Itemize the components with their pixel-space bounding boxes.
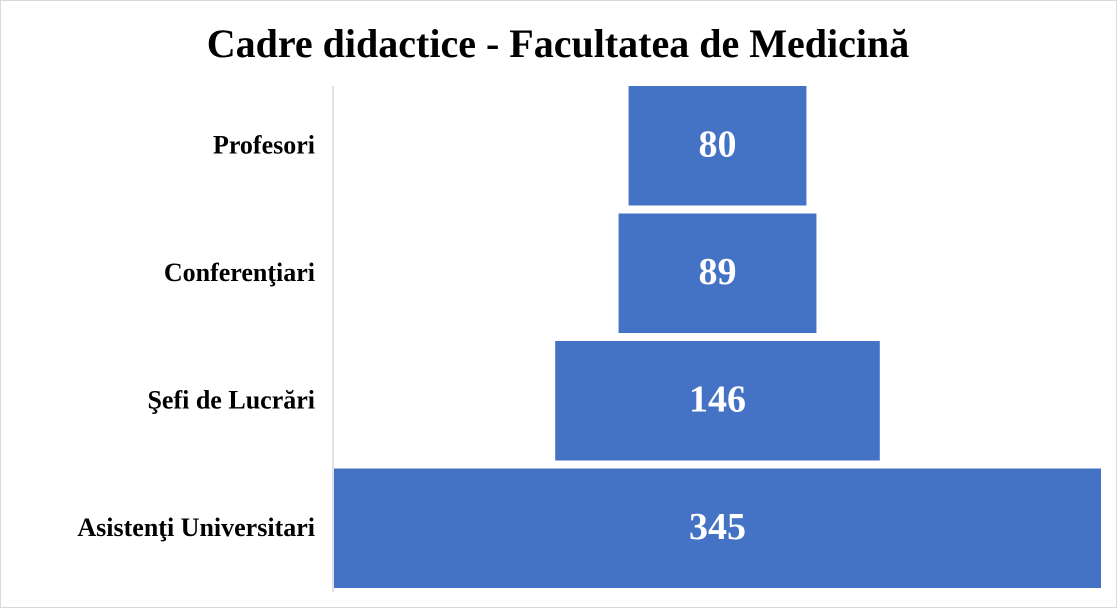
chart-title: Cadre didactice - Facultatea de Medicină xyxy=(207,21,909,66)
category-label: Şefi de Lucrări xyxy=(147,386,315,415)
value-label: 345 xyxy=(689,506,746,548)
bar xyxy=(628,86,807,206)
bar xyxy=(334,468,1101,588)
bar xyxy=(555,341,880,461)
value-label: 80 xyxy=(699,123,737,165)
value-label: 146 xyxy=(689,378,746,420)
bar xyxy=(618,213,817,333)
value-label: 89 xyxy=(699,251,737,293)
category-label: Profesori xyxy=(213,131,315,160)
category-label: Conferenţiari xyxy=(164,258,315,287)
category-label: Asistenţi Universitari xyxy=(77,513,315,542)
